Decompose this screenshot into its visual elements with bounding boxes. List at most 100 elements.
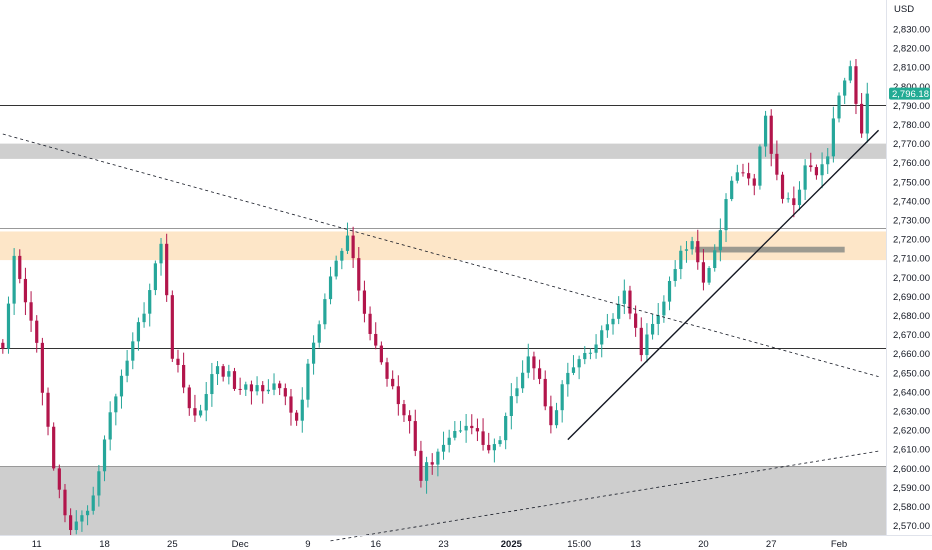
candle-body [752,178,756,186]
candle-body [645,334,649,356]
candle-body [29,302,33,321]
candle-body [328,276,333,300]
candle-body [673,269,677,281]
trendline-layer [2,129,880,542]
candle [52,422,56,471]
candle [198,404,203,418]
candle-body [396,386,400,405]
candle [786,192,790,203]
trendline-0 [567,129,880,441]
candle-body [605,324,609,331]
horizontal-line-layer [0,105,886,467]
candle-body [566,372,570,385]
candle-body [617,303,621,319]
candle-body [809,165,813,168]
candle [306,358,310,408]
candle [554,402,559,429]
candle-body [758,146,762,186]
candle-body [470,425,474,429]
candle-body [80,515,84,522]
candle [487,432,491,454]
candle [227,364,231,385]
candle [170,290,174,363]
candle [605,313,609,338]
price-tick-label: 2,790.00 [893,101,930,112]
candle [379,341,383,365]
candle-body [317,324,321,343]
candle [797,181,802,211]
candle-body [594,344,598,353]
time-tick-label: 16 [370,539,381,550]
candle [136,317,141,351]
time-tick-label: 25 [167,539,178,550]
candle-body [820,164,824,176]
candle [854,59,858,115]
candle [498,436,502,447]
candle [775,140,779,181]
candle-body [696,241,700,263]
candle [837,92,841,123]
candle [266,379,270,394]
price-tick-label: 2,650.00 [893,368,930,379]
candle [159,238,163,276]
time-axis[interactable]: 11 18 25 Dec 9 16 23 2025 15:00 13 20 27 Feb [32,539,847,550]
candle-body [521,372,525,389]
candle [362,280,367,323]
price-tick-label: 2,770.00 [893,139,930,150]
price-tick-label: 2,800.00 [893,82,930,93]
last-price-label: 2,796.18 [889,87,930,100]
candle-body [272,383,276,390]
candle [165,233,169,302]
candle [860,93,864,138]
candle-body [266,389,270,392]
price-axis[interactable]: 2,830.00 2,820.00 2,810.00 2,800.00 2,790.00… [893,25,930,533]
candle-body [724,199,728,231]
candle [430,453,434,475]
time-tick-label: Dec [232,539,249,550]
candle-body [182,364,186,388]
candle-body [549,406,553,426]
candle-body [46,392,50,427]
zone-1 [0,231,886,261]
candle [35,315,39,353]
candle [1,339,5,354]
price-tick-label: 2,740.00 [893,196,930,207]
candle-body [741,172,745,174]
price-tick-label: 2,690.00 [893,292,930,303]
candle-body [843,80,847,96]
candle [57,464,61,499]
candle-body [210,374,214,395]
candle-body [797,189,802,206]
candle-body [165,243,169,296]
candle-body [153,263,157,291]
candle [148,283,152,327]
candle-body [458,430,463,432]
candle [780,171,785,204]
candle [763,110,768,157]
candle [662,295,666,323]
candle [684,241,689,263]
candle-body [650,323,655,335]
candle [391,370,395,390]
candle-body [300,399,304,421]
time-tick-label: 20 [698,539,709,550]
time-tick-label: Feb [831,539,847,550]
candle [583,346,587,365]
candle [792,186,796,218]
candle [848,60,852,84]
candle-body [125,360,129,376]
price-tick-label: 2,670.00 [893,330,930,341]
candle-body [108,412,112,440]
price-tick-label: 2,700.00 [893,273,930,284]
candle [69,508,73,535]
time-tick-label: 13 [630,539,641,550]
candle-body [408,415,412,422]
candle-body [323,299,327,325]
candle-body [735,172,739,181]
candle-body [74,521,78,531]
candle-body [18,255,22,279]
candle [594,334,598,359]
candle [537,359,542,385]
candle [97,464,101,507]
